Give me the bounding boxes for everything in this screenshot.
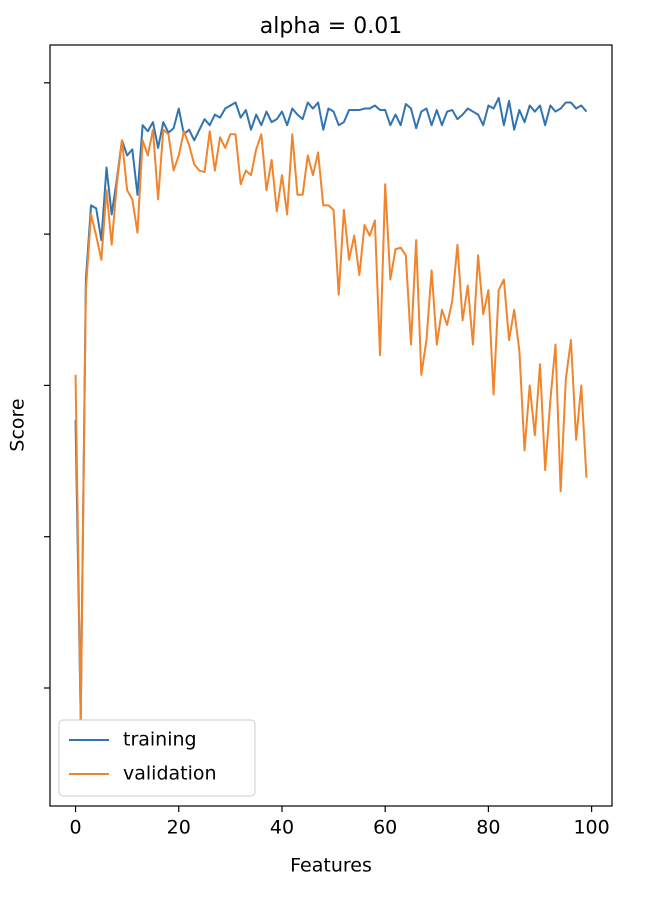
- x-tick-label: 60: [373, 817, 397, 839]
- x-tick-label: 100: [573, 817, 609, 839]
- legend-label: training: [123, 729, 197, 751]
- legend: training validation: [58, 719, 256, 797]
- y-axis-label: Score: [7, 398, 29, 451]
- x-tick-label: 0: [69, 817, 81, 839]
- x-tick-label: 80: [476, 817, 500, 839]
- plot-area: [74, 96, 588, 721]
- legend-label: validation: [123, 763, 217, 785]
- axes-frame: [49, 44, 613, 807]
- series-line: [74, 96, 588, 721]
- series-line: [74, 128, 588, 721]
- x-tick-label: 40: [270, 817, 294, 839]
- chart-title: alpha = 0.01: [260, 14, 402, 39]
- x-axis-label: Features: [290, 855, 372, 877]
- x-tick-label: 20: [167, 817, 191, 839]
